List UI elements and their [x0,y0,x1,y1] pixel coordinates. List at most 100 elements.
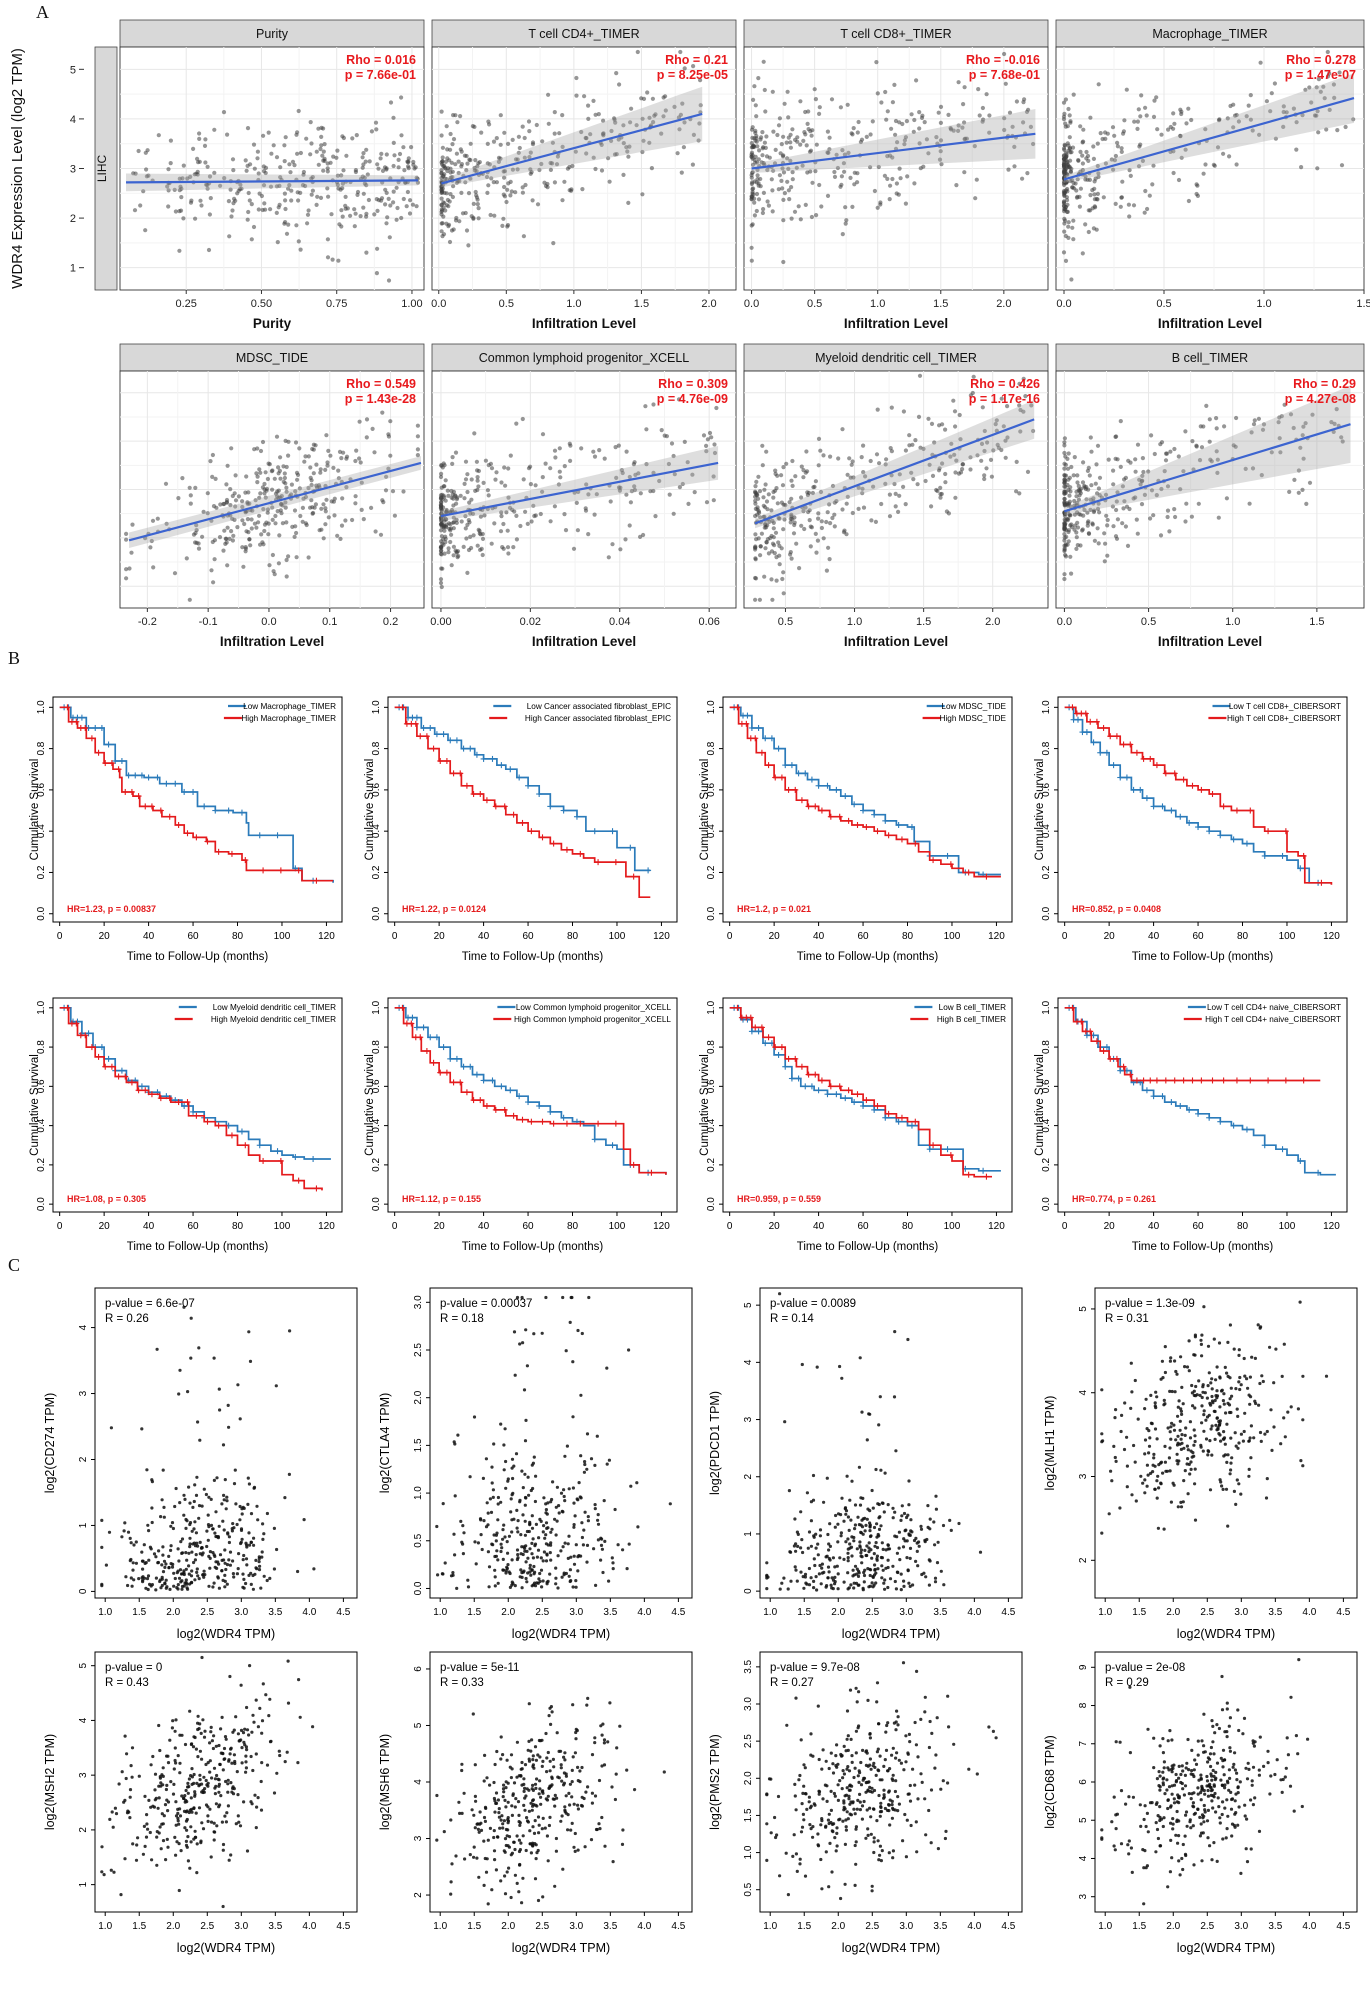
c-point [585,1468,588,1471]
a-point [452,553,456,557]
c-point [153,1552,156,1555]
c-point [503,1535,506,1538]
a-point [805,143,809,147]
a-point [1231,103,1235,107]
c-point [217,1563,220,1566]
a-point [312,448,316,452]
c-point [157,1549,160,1552]
c-point [540,1556,543,1559]
a-point [264,470,268,474]
a-point [755,192,759,196]
a-point [782,591,786,595]
c-point [515,1452,518,1455]
panel-label-b: B [8,648,20,669]
b-x-axis-label: Time to Follow-Up (months) [127,951,269,963]
c-point [203,1488,206,1491]
a-point [836,456,840,460]
a-point [1119,196,1123,200]
a-rho-label: Rho = 0.016 [346,53,416,67]
a-point [1199,424,1203,428]
a-point [672,512,676,516]
a-point [455,550,459,554]
c-point [576,1498,579,1501]
a-point [335,149,339,153]
a-point [315,203,319,207]
a-point [439,577,443,581]
a-point [361,166,365,170]
a-point [763,141,767,145]
a-point [451,455,455,459]
a-point [1072,473,1076,477]
b-x-axis-label: Time to Follow-Up (months) [127,1241,269,1253]
a-point [781,135,785,139]
a-point [459,164,463,168]
c-x-axis-label: log2(WDR4 TPM) [512,1627,610,1641]
a-point [563,464,567,468]
a-point [961,462,965,466]
a-point [889,446,893,450]
a-point [246,210,250,214]
a-rho-label: Rho = 0.29 [1293,377,1356,391]
a-point [1227,154,1231,158]
a-point [452,137,456,141]
a-point [1063,536,1067,540]
a-point [541,432,545,436]
a-point [250,517,254,521]
c-point [510,1530,513,1533]
a-point [1066,478,1070,482]
a-point [371,427,375,431]
c-point [229,1551,232,1554]
c-point [237,1552,240,1555]
c-point [255,1505,258,1508]
b-hr-label: HR=0.959, p = 0.559 [737,1194,821,1204]
a-point [553,180,557,184]
a-point [1140,502,1144,506]
c-point [626,1567,629,1570]
a-point [641,533,645,537]
c-point [509,1510,512,1513]
a-point [218,502,222,506]
c-point [147,1529,150,1532]
a-point [501,522,505,526]
a-point [313,506,317,510]
c-point [240,1541,243,1544]
a-point [1120,146,1124,150]
c-point [185,1519,188,1522]
b-x-tick-label: 0 [57,1221,63,1232]
a-point [1114,508,1118,512]
a-point [934,488,938,492]
a-point [442,484,446,488]
a-point [270,488,274,492]
a-point [904,448,908,452]
c-point [515,1509,518,1512]
c-point [504,1427,507,1430]
c-point [135,1540,138,1543]
a-point [455,120,459,124]
c-point [172,1572,175,1575]
a-point [323,468,327,472]
c-point [150,1547,153,1550]
a-point [750,223,754,227]
c-point [188,1537,191,1540]
a-point [402,197,406,201]
c-point [268,1577,271,1580]
c-point [548,1573,551,1576]
a-point [1270,91,1274,95]
a-point [262,491,266,495]
b-x-tick-label: 0 [727,931,733,942]
c-point [502,1443,505,1446]
a-x-axis-label: Infiltration Level [844,316,948,331]
a-point [257,207,261,211]
c-point [596,1435,599,1438]
a-point [1069,277,1073,281]
a-point [760,444,764,448]
a-point [693,490,697,494]
a-point [850,205,854,209]
a-point [457,160,461,164]
a-point [451,195,455,199]
a-point [826,510,830,514]
a-point [1081,161,1085,165]
a-point [505,188,509,192]
a-point [818,449,822,453]
a-point [208,459,212,463]
